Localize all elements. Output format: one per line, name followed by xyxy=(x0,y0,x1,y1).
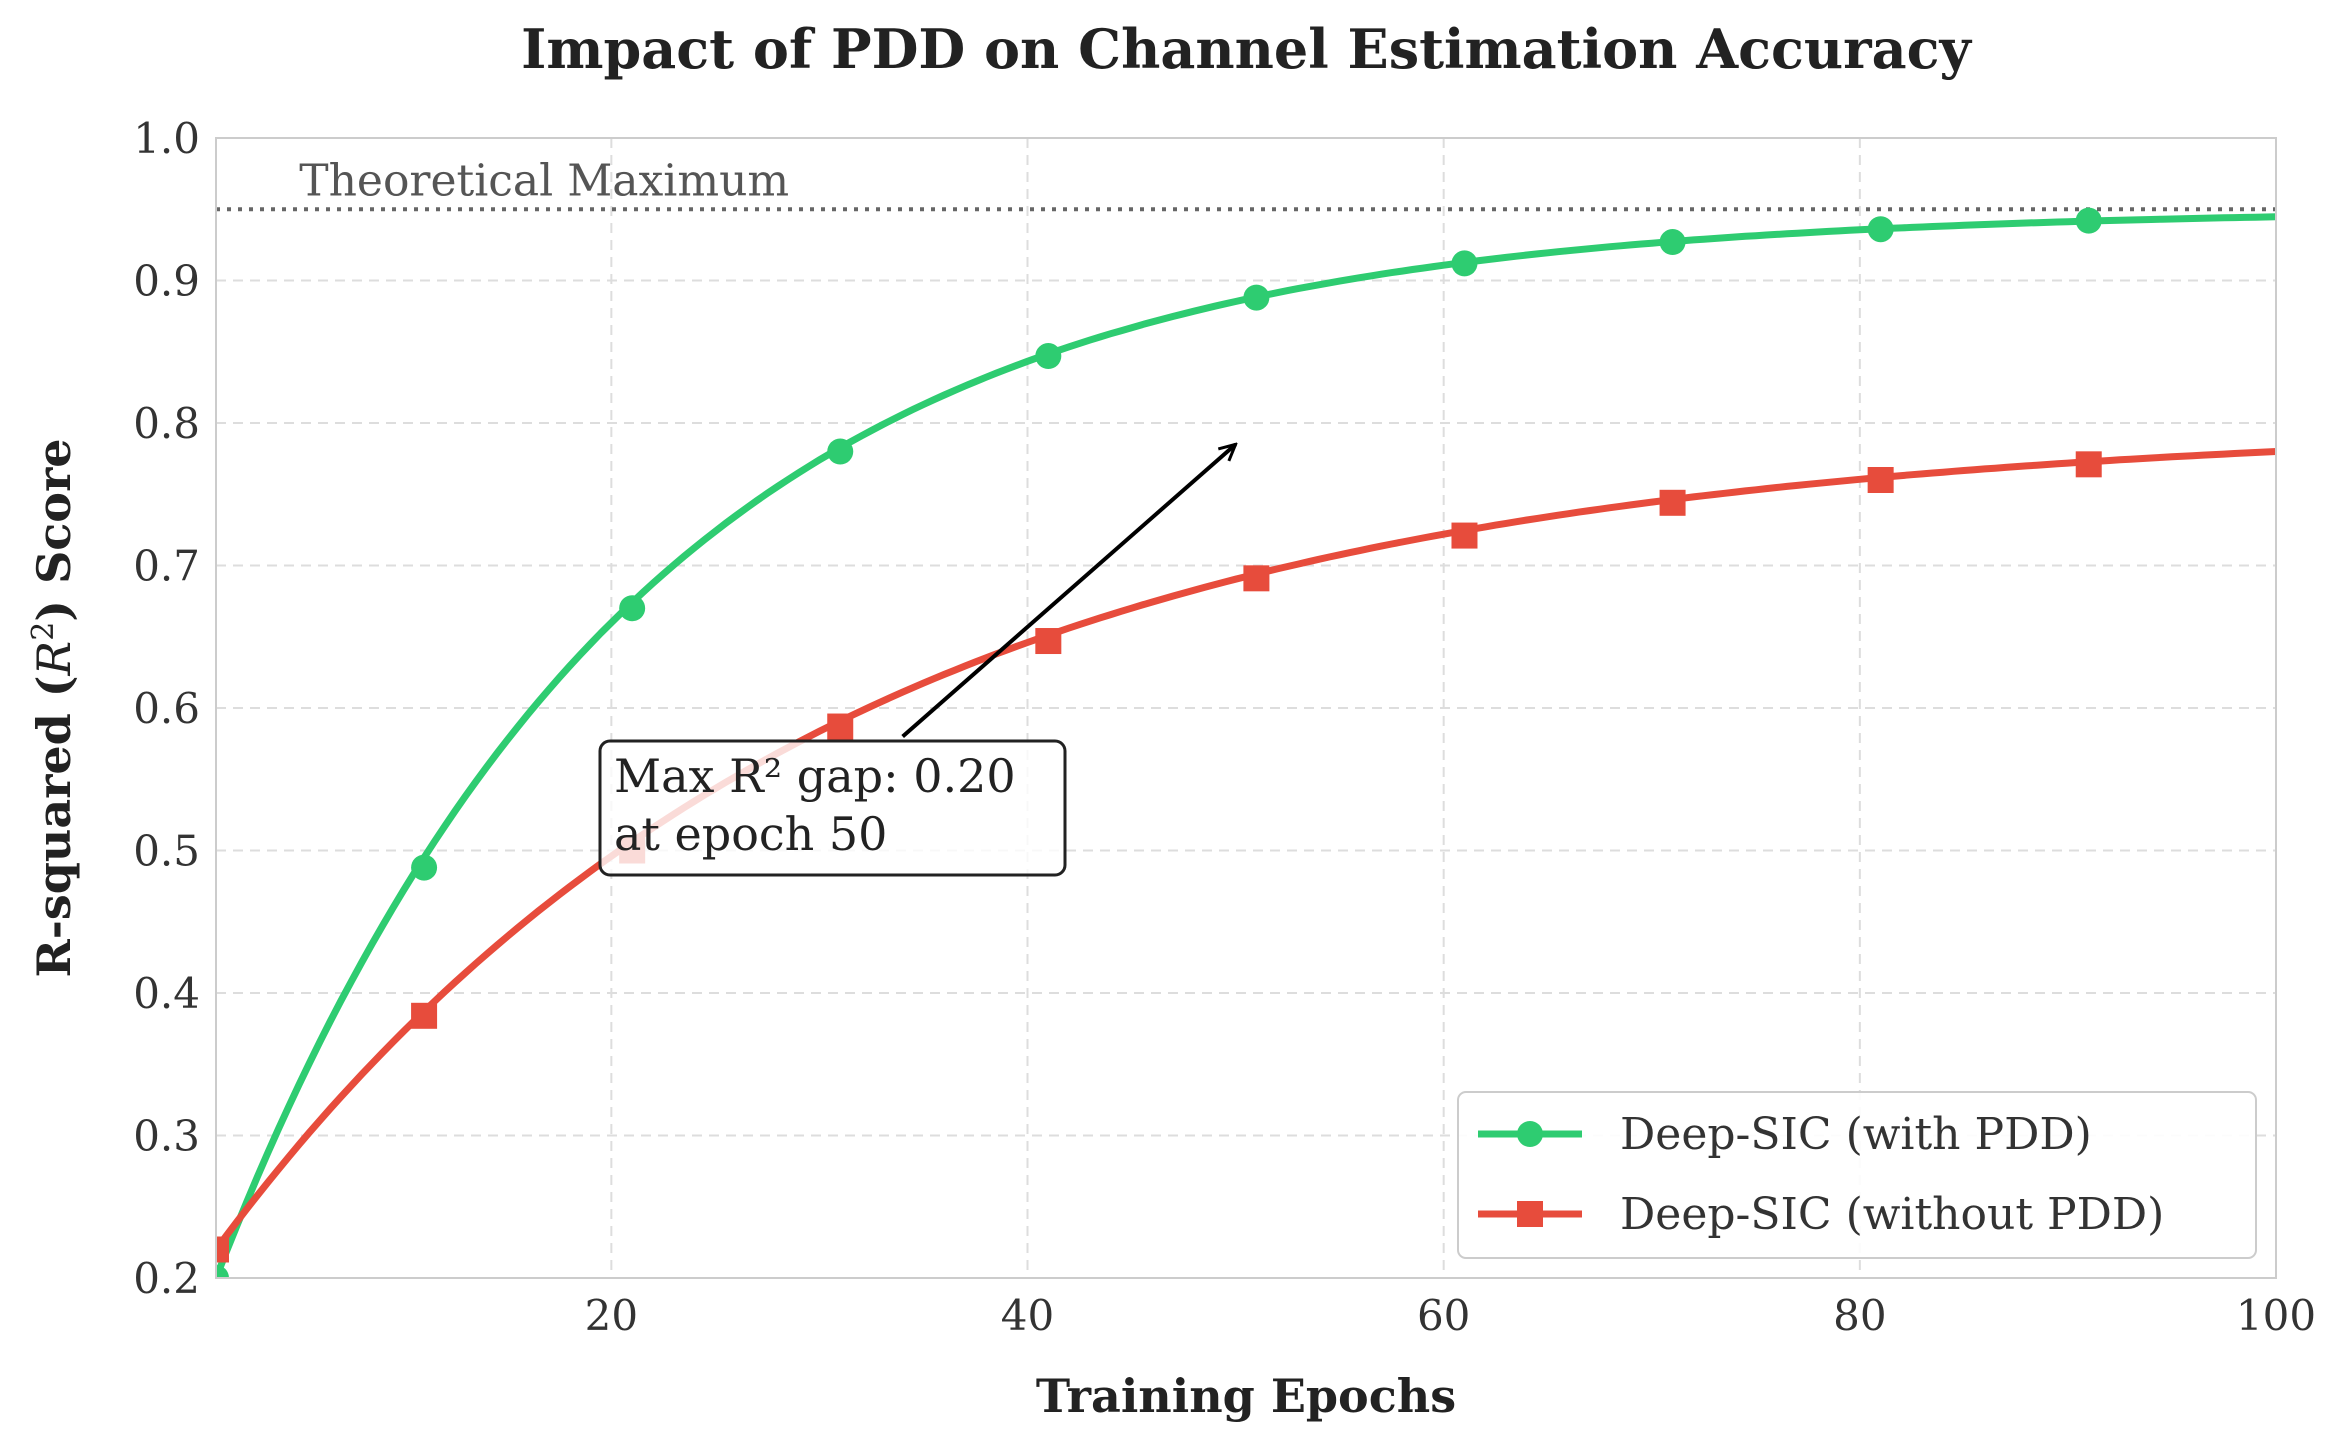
legend-label-2: Deep-SIC (without PDD) xyxy=(1620,1189,2164,1240)
x-tick-label: 80 xyxy=(1833,1291,1886,1340)
series-2-marker xyxy=(1659,489,1686,516)
x-tick-label: 100 xyxy=(2236,1291,2316,1340)
series-1-marker xyxy=(827,438,854,465)
y-tick-label: 0.2 xyxy=(133,1254,200,1303)
x-tick-label: 60 xyxy=(1417,1291,1470,1340)
y-tick-label: 0.6 xyxy=(133,684,200,733)
legend-marker-2 xyxy=(1517,1201,1543,1227)
series-1-marker xyxy=(619,595,646,622)
series-group xyxy=(216,207,2276,1278)
series-1-marker xyxy=(411,854,438,881)
y-tick-label: 1.0 xyxy=(133,114,200,163)
legend-label-1: Deep-SIC (with PDD) xyxy=(1620,1109,2092,1160)
series-1-marker xyxy=(2075,207,2102,234)
y-axis-label: R-squared (R2) Score xyxy=(26,438,82,977)
annotation-line-1: Max R² gap: 0.20 xyxy=(614,749,1016,803)
series-2-marker xyxy=(411,1002,438,1029)
legend-box xyxy=(1457,1091,2257,1259)
series-2-marker xyxy=(1867,467,1894,493)
series-1-marker xyxy=(1659,229,1686,256)
series-2-marker xyxy=(216,1236,229,1263)
y-tick-label: 0.5 xyxy=(133,827,200,876)
reference-line-group: Theoretical Maximum xyxy=(216,155,2276,212)
series-2-marker xyxy=(2075,451,2102,478)
legend: Deep-SIC (with PDD) Deep-SIC (without PDD… xyxy=(1457,1091,2257,1259)
y-axis-ticks: 0.2 0.3 0.4 0.5 0.6 0.7 0.8 0.9 1.0 xyxy=(133,114,200,1303)
x-axis-ticks: 20 40 60 80 100 xyxy=(585,1291,2316,1340)
annotation-line-2: at epoch 50 xyxy=(614,807,887,861)
y-tick-label: 0.3 xyxy=(133,1112,200,1161)
y-axis-label-var: R xyxy=(27,641,81,677)
series-1-marker xyxy=(216,1265,229,1278)
y-tick-label: 0.9 xyxy=(133,257,200,306)
y-axis-label-prefix: R-squared ( xyxy=(27,675,81,977)
y-tick-label: 0.8 xyxy=(133,399,200,448)
y-tick-label: 0.4 xyxy=(133,969,200,1018)
series-1-marker xyxy=(1035,343,1062,370)
series-2-marker xyxy=(827,713,854,740)
series-1-marker xyxy=(1867,216,1894,243)
series-1-marker xyxy=(1451,250,1478,277)
series-2-marker xyxy=(1451,522,1478,549)
chart-title: Impact of PDD on Channel Estimation Accu… xyxy=(521,17,1972,81)
y-axis-label-sup: 2 xyxy=(26,622,61,641)
series-2-marker xyxy=(1243,565,1270,592)
plot-frame xyxy=(215,137,2277,1279)
y-tick-label: 0.7 xyxy=(133,542,200,591)
annotation-box xyxy=(598,739,1067,877)
series-1-marker xyxy=(1243,284,1270,311)
series-2-marker xyxy=(1035,628,1062,655)
x-axis-label: Training Epochs xyxy=(1036,1369,1456,1423)
y-axis-label-suffix: ) Score xyxy=(27,438,81,621)
reference-line-label: Theoretical Maximum xyxy=(299,155,789,206)
legend-marker-1 xyxy=(1517,1121,1543,1147)
annotation-arrow xyxy=(901,444,1236,739)
x-tick-label: 20 xyxy=(585,1291,638,1340)
x-tick-label: 40 xyxy=(1001,1291,1054,1340)
